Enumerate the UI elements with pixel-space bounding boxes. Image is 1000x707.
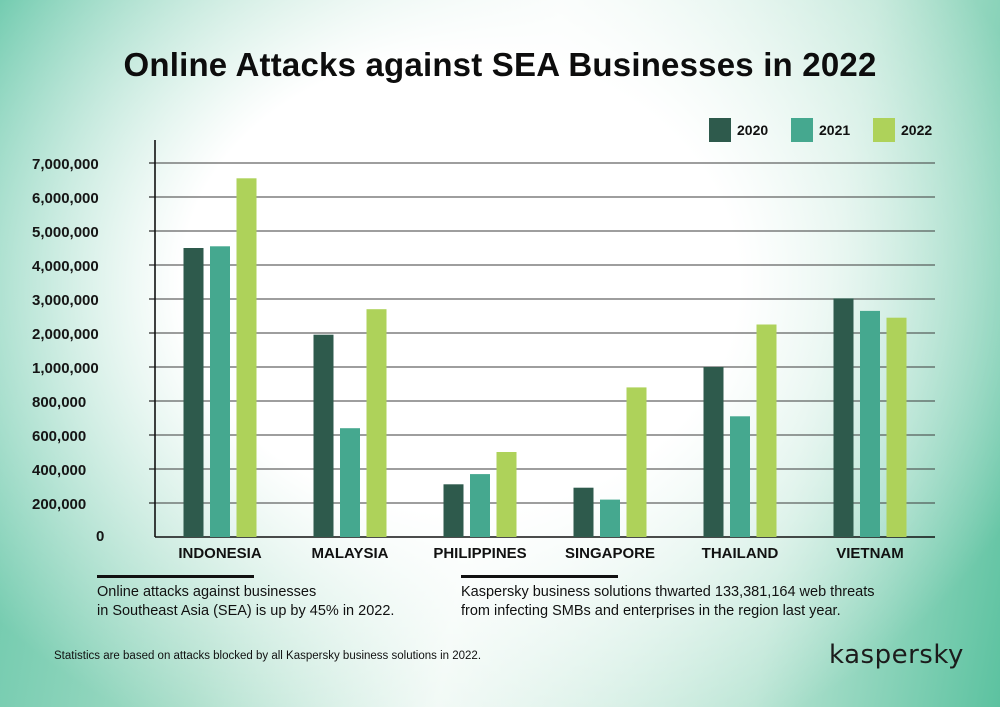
note-left: Online attacks against businesses in Sou…: [97, 575, 457, 621]
x-tick-label: PHILIPPINES: [433, 545, 526, 562]
note-left-rule: [97, 575, 254, 578]
y-tick-label: 1,000,000: [32, 360, 99, 377]
bar: [730, 416, 750, 537]
bar: [703, 367, 724, 537]
note-right-rule: [461, 575, 618, 578]
y-tick-label: 0: [96, 528, 104, 545]
kaspersky-logo: kaspersky: [829, 640, 964, 670]
x-tick-label: INDONESIA: [178, 545, 262, 562]
note-right: Kaspersky business solutions thwarted 13…: [461, 575, 931, 621]
y-tick-label: 600,000: [32, 428, 86, 445]
legend-swatch: [791, 118, 813, 142]
legend-label: 2022: [901, 122, 932, 138]
legend-label: 2020: [737, 122, 768, 138]
bar: [600, 499, 620, 537]
note-right-line-1: Kaspersky business solutions thwarted 13…: [461, 584, 875, 600]
bar: [340, 428, 360, 537]
y-tick-label: 200,000: [32, 496, 86, 513]
bar: [313, 334, 334, 537]
y-tick-label: 4,000,000: [32, 258, 99, 275]
bar: [626, 387, 647, 537]
y-tick-label: 800,000: [32, 394, 86, 411]
legend-swatch: [873, 118, 895, 142]
bar: [496, 452, 517, 537]
x-tick-label: MALAYSIA: [312, 545, 389, 562]
bar: [470, 474, 490, 537]
y-tick-label: 5,000,000: [32, 224, 99, 241]
x-tick-label: VIETNAM: [836, 545, 904, 562]
note-left-line-2: in Southeast Asia (SEA) is up by 45% in …: [97, 603, 395, 619]
note-left-line-1: Online attacks against businesses: [97, 584, 317, 600]
x-tick-label: SINGAPORE: [565, 545, 655, 562]
note-right-line-2: from infecting SMBs and enterprises in t…: [461, 603, 841, 619]
y-tick-label: 2,000,000: [32, 326, 99, 343]
bar: [210, 246, 230, 538]
x-tick-label: THAILAND: [702, 545, 779, 562]
bar: [756, 324, 777, 537]
footnote: Statistics are based on attacks blocked …: [54, 650, 482, 662]
legend-label: 2021: [819, 122, 850, 138]
y-tick-label: 7,000,000: [32, 156, 99, 173]
bar: [886, 317, 907, 537]
bar: [443, 484, 464, 537]
bar: [833, 298, 854, 537]
bar: [860, 310, 880, 537]
chart-title: Online Attacks against SEA Businesses in…: [123, 46, 877, 83]
bar: [183, 248, 204, 537]
bar: [573, 487, 594, 537]
bar: [366, 309, 387, 537]
y-tick-label: 6,000,000: [32, 190, 99, 207]
bar: [236, 178, 257, 538]
y-tick-label: 400,000: [32, 462, 86, 479]
legend-swatch: [709, 118, 731, 142]
y-tick-label: 3,000,000: [32, 292, 99, 309]
